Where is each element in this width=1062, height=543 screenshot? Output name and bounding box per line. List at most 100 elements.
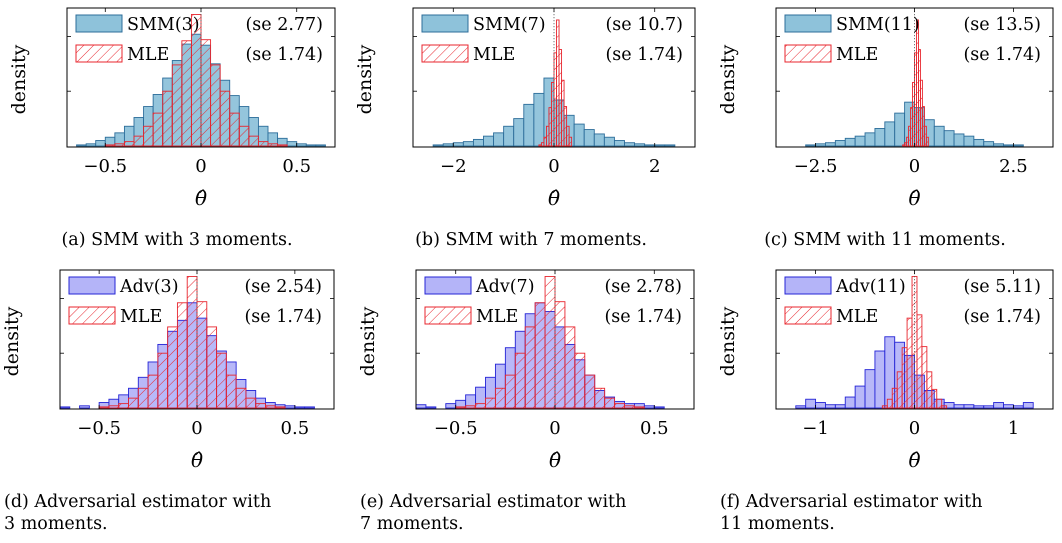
histogram-bar-mle [216,352,227,409]
histogram-bar-estimator [286,141,298,147]
histogram-bar-estimator [993,143,1004,147]
histogram-bar-mle [235,387,247,409]
caption-c: (c) SMM with 11 moments. [764,230,1006,250]
histogram-bar-estimator [85,143,97,147]
histogram-bar-estimator [79,405,90,409]
legend-label: MLE [473,45,515,65]
caption-e: (e) Adversarial estimator with 7 moments… [360,492,627,534]
legend-se: (se 1.74) [605,45,683,65]
legend-label: Adv(11) [835,277,906,297]
histogram-bar-estimator [513,118,525,147]
legend-label: MLE [836,307,878,327]
histogram-bar-mle [886,398,893,409]
histogram-bar-estimator [963,404,975,409]
x-tick-label: 0.5 [282,156,311,177]
bars-a [76,14,326,147]
x-tick-label: −1 [802,418,829,439]
histogram-bar-mle [554,301,566,409]
histogram-bar-estimator [874,350,886,409]
histogram-bar-estimator [795,405,807,409]
caption-f: (f) Adversarial estimator with 11 moment… [720,492,983,534]
histogram-bar-mle [219,90,231,147]
histogram-bar-estimator [953,404,965,409]
legend-se: (se 1.74) [604,307,682,327]
histogram-bar-estimator [603,136,615,147]
legend-se: (se 1.74) [963,45,1041,65]
histogram-bar-mle [923,125,927,147]
y-axis-label: density [1,306,23,376]
histogram-bar-estimator [983,405,995,409]
histogram-bar-estimator [284,405,296,409]
histogram-bar-estimator [472,138,484,147]
legend-label: MLE [120,307,162,327]
histogram-bar-estimator [644,144,656,147]
x-tick-label: −2 [440,156,467,177]
legend-swatch-mle [784,306,832,325]
histogram-bar-mle [277,144,288,147]
panel-d: −0.5 0 0.5 θ̂ density Adv(3) (se 2.54) MLE (se 1… [1,269,335,472]
panel-b: −2 0 2 θ̂ density SMM(7) (se 10.7) MLE (se 1.74) [354,7,696,210]
histogram-bar-estimator [613,140,625,147]
caption-d: (d) Adversarial estimator with 3 moments… [4,492,272,534]
histogram-bar-mle [128,397,139,409]
x-tick-label: −0.5 [434,418,478,439]
histogram-bar-mle [274,406,286,409]
x-axis-label: θ̂ [548,186,560,210]
histogram-bar-mle [926,371,933,409]
histogram-bar-mle [114,143,125,147]
bars-e [416,276,665,409]
histogram-bar-mle [186,276,198,409]
bars-f [795,276,1034,409]
x-tick-label: 0 [909,418,920,439]
panel-c: −2.5 0 2.5 θ̂ density SMM(11) (se 13.5) MLE (se … [717,7,1054,210]
x-tick-label: 0.5 [640,418,669,439]
x-axis-label: θ̂ [191,448,203,472]
histogram-bar-mle [584,374,596,409]
legend-se: (se 1.74) [245,45,323,65]
legend-label: SMM(11) [836,15,920,35]
legend-swatch-mle [424,306,472,325]
histogram-bar-estimator [825,404,836,409]
x-tick-label: 2 [649,156,660,177]
histogram-bar-estimator [1012,144,1024,147]
histogram-bar-estimator [834,140,846,147]
y-axis-label: density [717,306,739,376]
legend-label: Adv(3) [119,277,179,297]
histogram-bar-estimator [834,404,846,409]
legend-swatch-estimator [784,276,832,295]
histogram-bar-estimator [442,143,454,147]
legend-se: (se 10.7) [605,15,683,35]
histogram-bar-estimator [533,92,545,147]
legend-se: (se 2.54) [244,277,322,297]
histogram-bar-mle [504,374,516,409]
legend-swatch-estimator [421,14,469,33]
histogram-bar-estimator [416,404,427,409]
histogram-bar-mle [255,403,266,409]
histogram-bar-mle [108,405,120,409]
histogram-bar-mle [265,405,276,409]
histogram-bar-mle [257,141,269,147]
histogram-bar-estimator [1003,144,1014,147]
x-tick-label: 0 [191,418,202,439]
x-tick-label: 2.5 [999,156,1028,177]
histogram-bar-mle [916,314,923,409]
histogram-bar-mle [133,135,145,147]
histogram-bar-mle [921,346,928,409]
histogram-bar-mle [245,397,257,409]
histogram-bar-estimator [462,141,474,147]
histogram-bar-estimator [844,137,856,147]
x-tick-label: 0 [909,156,920,177]
histogram-bar-estimator [844,396,856,409]
histogram-bar-mle [206,326,218,409]
histogram-bar-estimator [864,369,876,409]
histogram-bar-mle [229,112,240,147]
legend-se: (se 13.5) [963,15,1041,35]
histogram-bar-estimator [60,406,71,409]
histogram-bar-estimator [493,132,505,147]
histogram-bar-estimator [503,125,515,147]
histogram-bar-estimator [854,385,866,409]
legend-se: (se 1.74) [244,307,322,327]
x-tick-label: 0 [549,418,560,439]
x-tick-label: 0 [195,156,206,177]
